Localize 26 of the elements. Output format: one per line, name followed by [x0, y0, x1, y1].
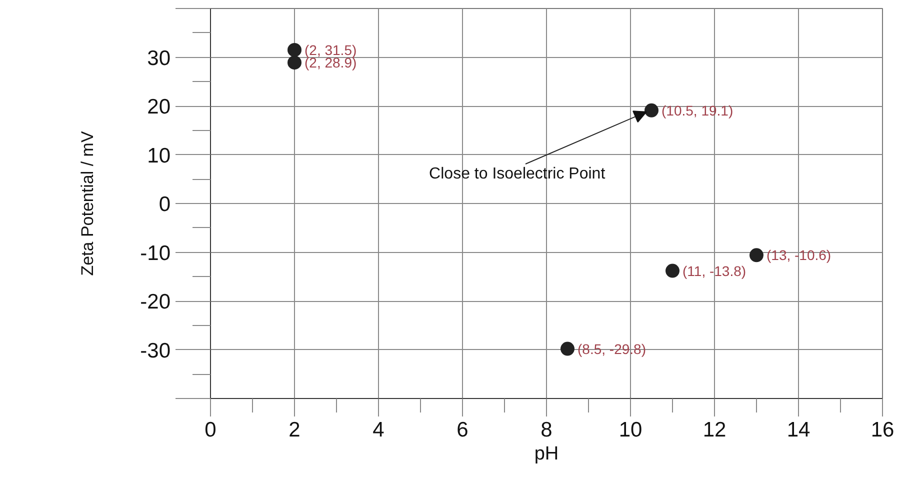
y-tick-label: -30 [140, 339, 171, 362]
x-tick-label: 0 [204, 418, 216, 442]
point [288, 42, 302, 57]
y-tick-label: 20 [147, 96, 170, 118]
point [750, 248, 764, 262]
y-tick-label: 0 [158, 193, 171, 216]
y-tick-label: -20 [140, 290, 171, 314]
annotation: Close to Isoelectric Point [429, 165, 606, 182]
point [288, 56, 302, 70]
point [666, 264, 680, 278]
y-tick-label: 30 [147, 46, 170, 70]
x-tick-label: 16 [870, 418, 894, 442]
x-axis-title: pH [534, 444, 559, 464]
x-tick-label: 12 [702, 418, 726, 442]
point [560, 342, 574, 356]
y-tick-label: -10 [140, 242, 171, 265]
data-label: (2, 31.5) [304, 42, 357, 58]
x-tick-label: 4 [372, 418, 385, 442]
y-tick-label: 10 [147, 144, 170, 168]
y-axis-title: Zeta Potential / mV [78, 130, 98, 276]
x-tick-label: 6 [456, 418, 468, 442]
x-tick-label: 10 [618, 418, 642, 442]
point [644, 103, 658, 118]
x-tick-label: 14 [786, 418, 810, 442]
x-tick-label: 2 [288, 418, 300, 442]
x-tick-label: 8 [540, 418, 552, 442]
